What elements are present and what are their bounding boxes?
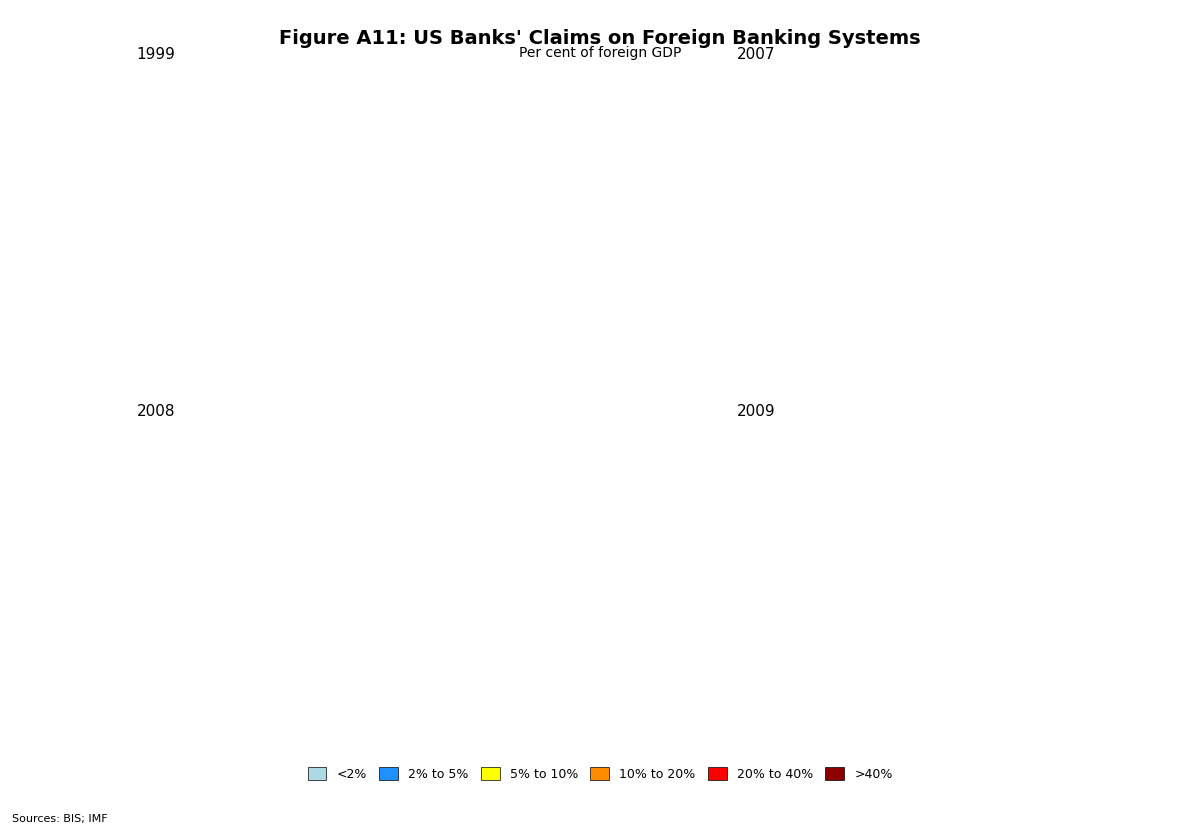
- Text: 1999: 1999: [137, 47, 175, 62]
- Text: 2008: 2008: [137, 404, 175, 419]
- Text: Sources: BIS; IMF: Sources: BIS; IMF: [12, 814, 108, 824]
- Text: 2007: 2007: [737, 47, 775, 62]
- Legend: <2%, 2% to 5%, 5% to 10%, 10% to 20%, 20% to 40%, >40%: <2%, 2% to 5%, 5% to 10%, 10% to 20%, 20…: [307, 767, 893, 780]
- Text: 2009: 2009: [737, 404, 775, 419]
- Text: Per cent of foreign GDP: Per cent of foreign GDP: [518, 46, 682, 60]
- Text: Figure A11: US Banks' Claims on Foreign Banking Systems: Figure A11: US Banks' Claims on Foreign …: [280, 29, 920, 48]
